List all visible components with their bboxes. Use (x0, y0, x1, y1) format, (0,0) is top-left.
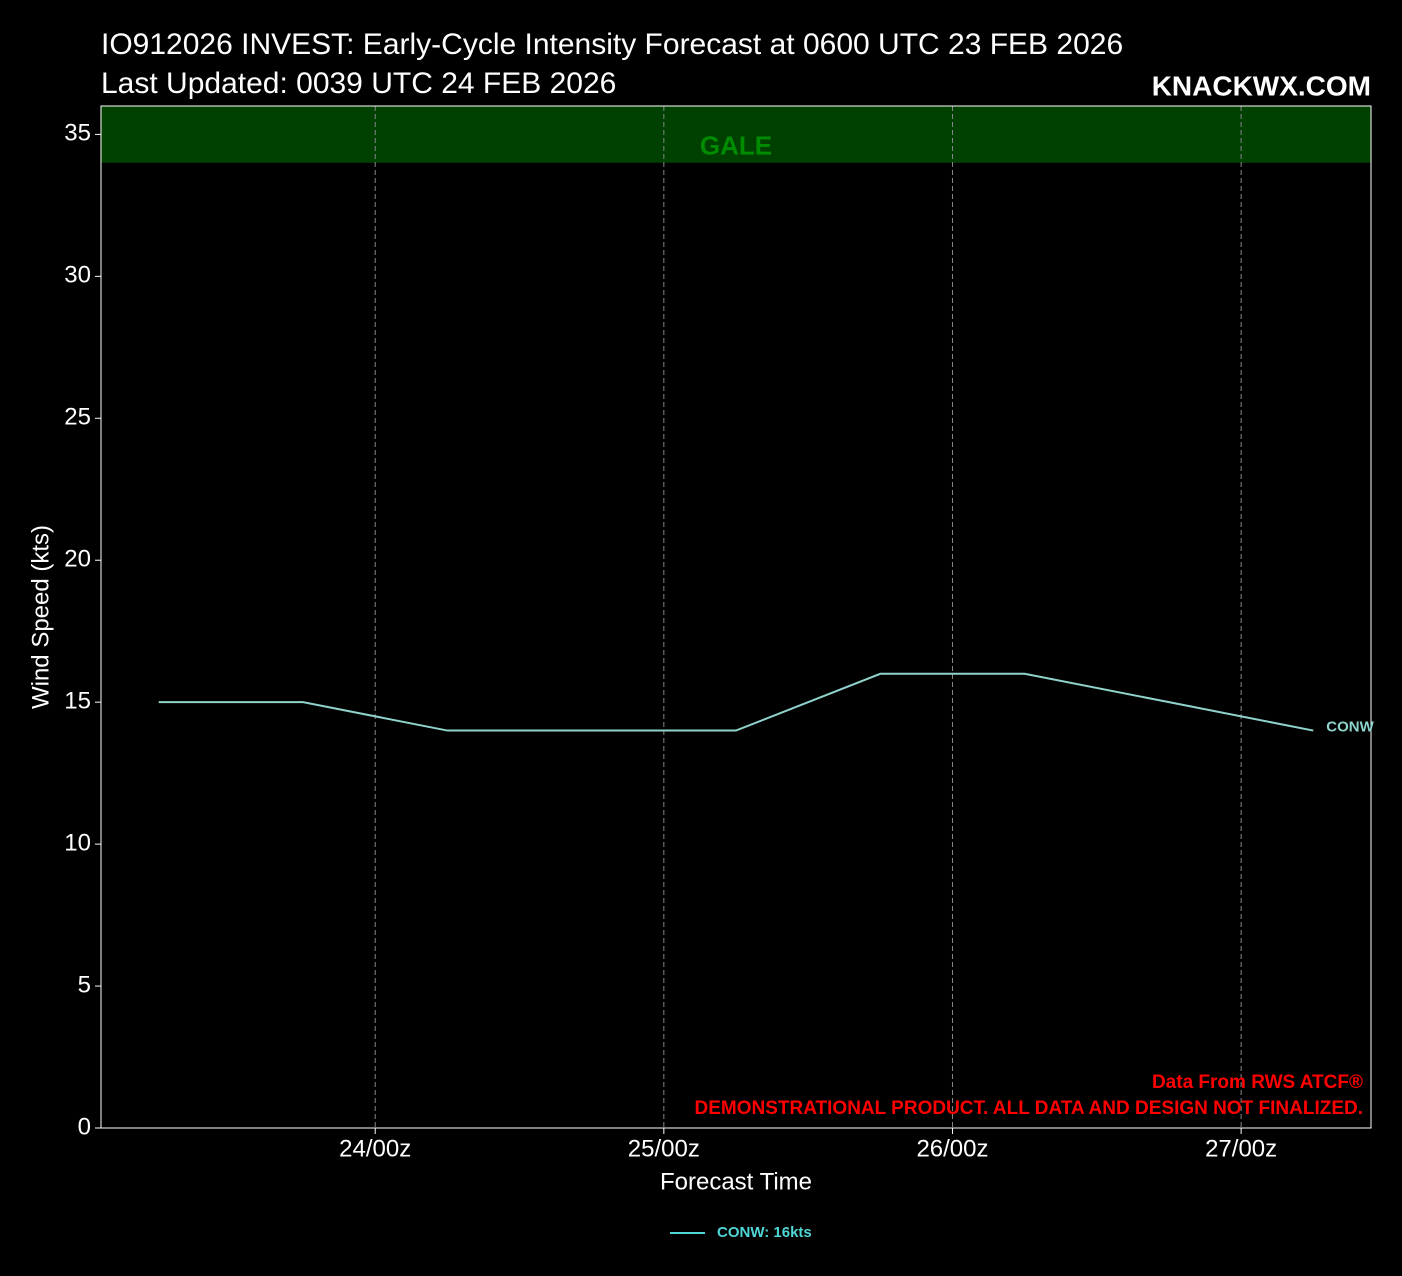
annotation: Data From RWS ATCF® (1152, 1072, 1363, 1093)
y-tick-label: 0 (78, 1113, 91, 1140)
y-tick-label: 30 (64, 262, 91, 289)
annotation: DEMONSTRATIONAL PRODUCT. ALL DATA AND DE… (695, 1098, 1364, 1119)
chart-subtitle: Last Updated: 0039 UTC 24 FEB 2026 (101, 67, 616, 100)
series-line (158, 672, 1314, 732)
y-tick-label: 15 (64, 688, 91, 715)
plot-frame (100, 105, 1372, 1129)
y-tick-label: 5 (78, 971, 91, 998)
y-tick-label: 25 (64, 404, 91, 431)
y-tick-label: 10 (64, 829, 91, 856)
gale-band (101, 106, 1371, 163)
x-tick-label: 27/00z (1205, 1135, 1277, 1162)
x-tick-label: 25/00z (628, 1135, 700, 1162)
y-tick-label: 35 (64, 120, 91, 147)
chart-title: IO912026 INVEST: Early-Cycle Intensity F… (101, 28, 1123, 61)
band-label: GALE (700, 130, 772, 160)
x-tick-label: 24/00z (339, 1135, 411, 1162)
watermark: KNACKWX.COM (1152, 70, 1371, 101)
y-tick-label: 20 (64, 546, 91, 573)
x-tick-label: 26/00z (916, 1135, 988, 1162)
x-axis-label: Forecast Time (660, 1168, 812, 1195)
series-end-label: CONW (1326, 719, 1374, 736)
y-axis-label: Wind Speed (kts) (27, 525, 54, 709)
legend-label: CONW: 16kts (717, 1224, 812, 1241)
